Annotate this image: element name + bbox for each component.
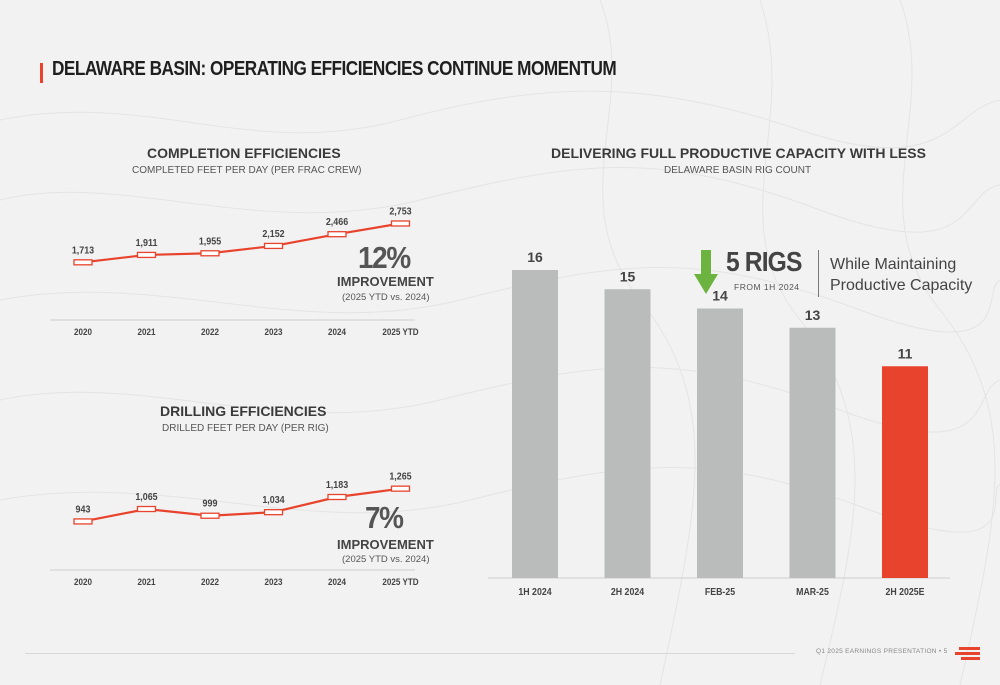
- drilling-data-label: 1,265: [389, 471, 412, 483]
- rigs-x-tick-label: 1H 2024: [518, 585, 552, 597]
- drilling-point: [73, 518, 93, 525]
- completion-x-tick-label: 2021: [138, 326, 156, 337]
- page-title: DELAWARE BASIN: OPERATING EFFICIENCIES C…: [52, 58, 617, 80]
- completion-x-tick-label: 2024: [328, 326, 346, 337]
- drilling-x-tick-label: 2023: [265, 576, 283, 587]
- drilling-x-tick-label: 2025 YTD: [382, 576, 418, 587]
- rigs-bar: [512, 270, 558, 578]
- completion-pct: 12%: [358, 240, 411, 275]
- drilling-data-label: 1,183: [326, 479, 349, 491]
- drilling-chart-title: DRILLING EFFICIENCIES: [160, 403, 327, 419]
- completion-point: [263, 242, 284, 250]
- rigs-data-label: 11: [898, 345, 913, 361]
- rigs-bar-chart: 16 1H 2024 15 2H 2024 14 FEB-25 13 MAR-25 11 2H 2…: [488, 249, 950, 597]
- rigs-chart-title: DELIVERING FULL PRODUCTIVE CAPACITY WITH…: [551, 145, 926, 161]
- rigs-x-tick-label: MAR-25: [796, 585, 829, 597]
- footer-text: Q1 2025 EARNINGS PRESENTATION • 5: [816, 648, 948, 655]
- completion-x-tick-label: 2022: [201, 326, 219, 337]
- completion-point: [390, 220, 411, 227]
- down-arrow-icon: [694, 250, 718, 294]
- rigs-callout-line1: While Maintaining: [830, 256, 957, 273]
- rigs-data-label: 14: [712, 288, 728, 304]
- completion-data-label: 2,753: [389, 206, 412, 218]
- completion-data-label: 1,955: [199, 236, 222, 248]
- completion-point: [136, 251, 157, 259]
- drilling-data-label: 943: [76, 504, 91, 516]
- drilling-improvement-label: IMPROVEMENT: [337, 537, 434, 552]
- footer-divider: [25, 653, 795, 654]
- completion-x-tick-label: 2023: [265, 326, 283, 337]
- completion-chart-title: COMPLETION EFFICIENCIES: [147, 145, 341, 161]
- rigs-callout-text: While Maintaining Productive Capacity: [830, 254, 972, 296]
- completion-data-label: 1,911: [136, 237, 158, 249]
- completion-point: [200, 250, 220, 257]
- drilling-point: [390, 485, 411, 492]
- drilling-x-tick-label: 2020: [74, 576, 92, 587]
- completion-improvement-label: IMPROVEMENT: [337, 274, 434, 289]
- title-accent-bar: [40, 63, 43, 83]
- drilling-series-line: [82, 487, 401, 523]
- drilling-chart-subtitle: DRILLED FEET PER DAY (PER RIG): [162, 423, 329, 434]
- rigs-callout-subtitle: FROM 1H 2024: [734, 282, 800, 292]
- rigs-bar: [882, 366, 928, 578]
- drilling-line-chart: 943 2020 1,065 2021 999 2022 1,034 2023 1,183 202…: [50, 471, 419, 587]
- company-logo: [955, 645, 980, 661]
- rigs-x-tick-label: FEB-25: [705, 585, 735, 597]
- rigs-bar: [789, 327, 836, 578]
- rigs-x-tick-label: 2H 2024: [611, 585, 645, 597]
- rigs-data-label: 15: [620, 268, 636, 284]
- drilling-point: [200, 512, 220, 519]
- drilling-pct: 7%: [365, 500, 404, 535]
- drilling-data-label: 1,034: [262, 495, 285, 507]
- completion-point: [327, 231, 347, 238]
- completion-point: [73, 259, 93, 266]
- drilling-point: [263, 509, 284, 516]
- rigs-callout-value: 5 RIGS: [726, 246, 802, 277]
- rigs-data-label: 13: [805, 307, 821, 323]
- rigs-bar: [697, 308, 743, 578]
- callout-divider: [818, 250, 819, 297]
- completion-improvement-note: (2025 YTD vs. 2024): [342, 292, 430, 303]
- drilling-x-tick-label: 2022: [201, 576, 219, 587]
- completion-data-label: 1,713: [72, 245, 95, 257]
- rigs-callout-line2: Productive Capacity: [830, 277, 973, 294]
- rigs-chart-subtitle: DELAWARE BASIN RIG COUNT: [664, 165, 812, 176]
- rigs-x-tick-label: 2H 2025E: [885, 585, 924, 597]
- drilling-point: [136, 505, 157, 513]
- drilling-point: [327, 493, 347, 501]
- rigs-data-label: 16: [527, 249, 543, 265]
- completion-x-tick-label: 2020: [74, 326, 92, 337]
- drilling-x-tick-label: 2024: [328, 576, 346, 587]
- drilling-improvement-note: (2025 YTD vs. 2024): [342, 554, 430, 565]
- completion-data-label: 2,466: [326, 217, 349, 229]
- completion-series-line: [82, 222, 401, 264]
- drilling-x-tick-label: 2021: [138, 576, 156, 587]
- completion-chart-subtitle: COMPLETED FEET PER DAY (PER FRAC CREW): [132, 165, 362, 176]
- rigs-bar: [604, 289, 651, 578]
- completion-data-label: 2,152: [262, 228, 285, 240]
- completion-line-chart: 1,713 2020 1,911 2021 1,955 2022 2,152 2023 2,46…: [50, 206, 419, 337]
- drilling-data-label: 999: [203, 498, 218, 510]
- completion-x-tick-label: 2025 YTD: [382, 326, 418, 337]
- drilling-data-label: 1,065: [135, 491, 158, 503]
